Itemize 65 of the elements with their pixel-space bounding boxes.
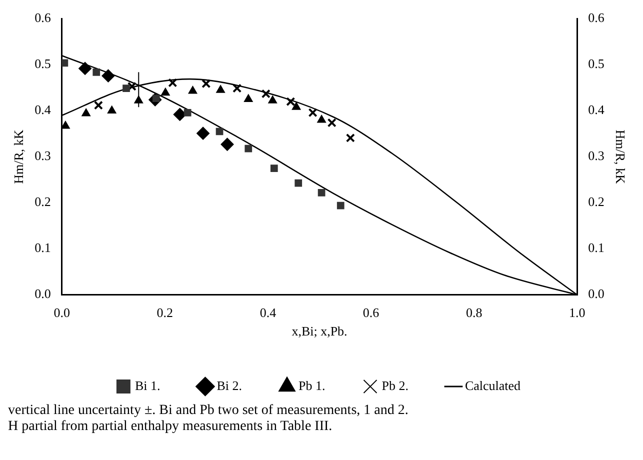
text: vertical line uncertainty ±. Bi and Pb two set of measurements, 1 and 2. <box>8 403 410 419</box>
point <box>294 179 302 187</box>
point <box>102 69 115 82</box>
x-tick-label: 1.0 <box>569 305 586 320</box>
point <box>173 108 186 121</box>
point <box>82 108 90 116</box>
point <box>268 96 278 104</box>
legend-label: Pb 2. <box>382 378 408 393</box>
y-tick-label: 0.4 <box>34 102 52 118</box>
x-tick-label: 0.2 <box>156 305 174 320</box>
point <box>327 118 336 128</box>
x-axis-title: x,Bi; x,Pb. <box>292 324 348 339</box>
point <box>220 138 234 151</box>
point <box>346 133 355 142</box>
legend-label: Calculated <box>464 378 522 393</box>
point <box>188 86 198 94</box>
y-tick-label: 0.3 <box>34 148 51 164</box>
y2-tick-label: 0.5 <box>588 56 604 72</box>
y2-tick-label: 0.1 <box>588 240 604 256</box>
point <box>62 120 70 129</box>
point <box>270 164 278 172</box>
point <box>184 108 192 116</box>
y-tick-label: 0.6 <box>34 10 52 26</box>
point <box>122 84 130 92</box>
point <box>161 88 170 96</box>
x-tick-label: 0.4 <box>260 305 277 320</box>
point <box>202 79 211 88</box>
y2-tick-label: 0.4 <box>588 102 605 118</box>
point <box>94 100 103 110</box>
y2-tick-label: 0.2 <box>588 194 604 210</box>
point <box>62 59 68 67</box>
point <box>317 115 326 123</box>
point <box>216 85 225 93</box>
y-tick-label: 0.1 <box>34 240 51 256</box>
point <box>168 78 178 88</box>
point <box>232 84 242 93</box>
legend-label: Bi 1. <box>134 378 160 393</box>
y-tick-label: 0.2 <box>34 194 51 210</box>
point <box>92 68 100 76</box>
point <box>244 94 253 102</box>
point <box>127 82 136 91</box>
point <box>196 126 210 140</box>
point <box>107 106 116 114</box>
y2-axis-title: Hm/R, kK <box>612 130 628 184</box>
x-tick-label: 0.0 <box>54 305 70 320</box>
y-tick-label: 0.0 <box>34 286 51 302</box>
legend-label: Pb 1. <box>298 378 326 393</box>
point <box>318 189 326 196</box>
y-tick-label: 0.5 <box>34 56 51 72</box>
y2-tick-label: 0.6 <box>588 10 605 26</box>
point <box>244 144 252 152</box>
text: H partial from partial enthalpy measurements in Table III. <box>8 419 334 435</box>
y-axis-title: Hm/R, kK <box>11 129 26 184</box>
point <box>216 128 224 136</box>
point <box>261 89 270 98</box>
legend-label: Bi 2. <box>216 378 242 393</box>
point <box>292 102 301 110</box>
x-tick-label: 0.6 <box>362 305 380 320</box>
y2-tick-label: 0.0 <box>588 286 604 302</box>
point <box>308 108 318 118</box>
x-tick-label: 0.8 <box>466 305 482 320</box>
point <box>336 202 344 210</box>
point <box>286 97 296 106</box>
point <box>78 62 92 75</box>
y2-tick-label: 0.3 <box>588 148 604 164</box>
